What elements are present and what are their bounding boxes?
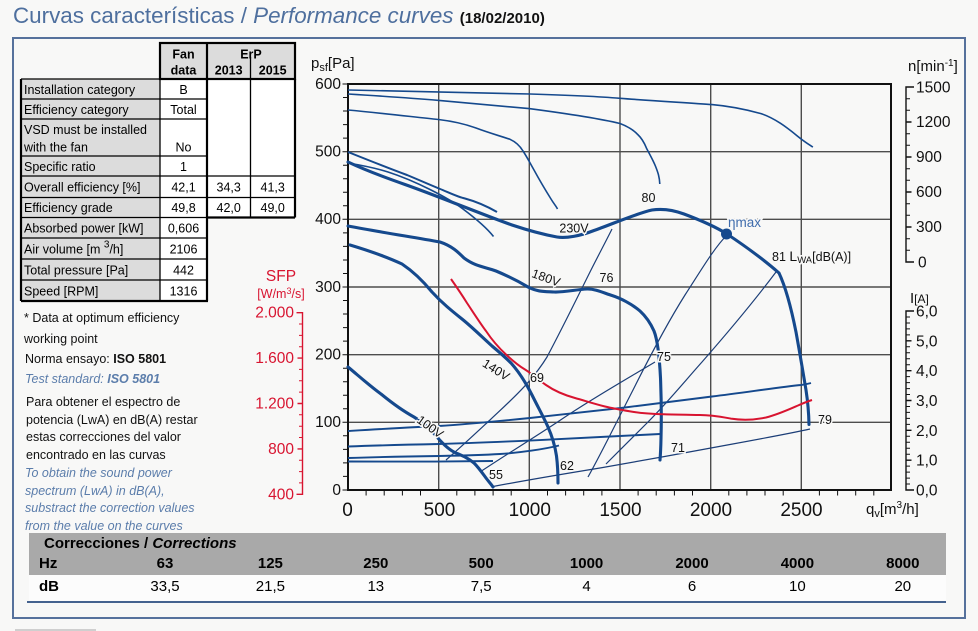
svg-text:2000: 2000 bbox=[690, 500, 732, 521]
svg-text:42,1: 42,1 bbox=[171, 181, 195, 195]
svg-text:2500: 2500 bbox=[780, 500, 822, 521]
svg-text:4,0: 4,0 bbox=[916, 363, 938, 380]
svg-text:1000: 1000 bbox=[509, 500, 551, 521]
svg-text:600: 600 bbox=[315, 76, 341, 93]
svg-text:200: 200 bbox=[315, 347, 341, 364]
svg-text:76: 76 bbox=[600, 271, 614, 285]
svg-text:442: 442 bbox=[173, 263, 194, 277]
svg-text:500: 500 bbox=[315, 144, 341, 161]
svg-text:0: 0 bbox=[918, 255, 927, 272]
svg-text:2,0: 2,0 bbox=[916, 423, 938, 440]
svg-text:600: 600 bbox=[916, 184, 942, 201]
svg-text:1316: 1316 bbox=[170, 284, 198, 298]
svg-text:300: 300 bbox=[916, 219, 942, 236]
svg-text:42,0: 42,0 bbox=[217, 201, 241, 215]
svg-text:psf[Pa]: psf[Pa] bbox=[311, 55, 355, 74]
svg-text:Absorbed power [kW]: Absorbed power [kW] bbox=[24, 222, 144, 236]
svg-text:1.600: 1.600 bbox=[255, 350, 294, 367]
svg-text:400: 400 bbox=[268, 486, 294, 503]
svg-text:n[min-1]: n[min-1] bbox=[908, 58, 958, 75]
svg-text:I[A]: I[A] bbox=[910, 290, 929, 307]
svg-text:VSD must be installed: VSD must be installed bbox=[24, 123, 147, 137]
svg-text:71: 71 bbox=[671, 441, 685, 455]
svg-text:Overall efficiency [%]: Overall efficiency [%] bbox=[24, 181, 140, 195]
svg-text:Efficiency grade: Efficiency grade bbox=[24, 201, 113, 215]
svg-text:3,0: 3,0 bbox=[916, 393, 938, 410]
svg-text:0: 0 bbox=[342, 500, 353, 521]
svg-text:SFP: SFP bbox=[266, 268, 296, 285]
svg-text:ErP: ErP bbox=[240, 48, 262, 62]
svg-text:2.000: 2.000 bbox=[255, 305, 294, 322]
svg-text:81 LWA[dB(A)]: 81 LWA[dB(A)] bbox=[772, 248, 851, 266]
svg-text:1500: 1500 bbox=[916, 80, 951, 97]
svg-text:49,8: 49,8 bbox=[171, 201, 195, 215]
svg-text:No: No bbox=[176, 141, 192, 155]
svg-text:Installation category: Installation category bbox=[24, 83, 136, 97]
svg-text:1.200: 1.200 bbox=[255, 396, 294, 413]
svg-text:34,3: 34,3 bbox=[217, 181, 241, 195]
svg-text:49,0: 49,0 bbox=[261, 201, 285, 215]
svg-text:Air volume [m 3/h]: Air volume [m 3/h] bbox=[24, 239, 123, 256]
svg-text:[W/m3/s]: [W/m3/s] bbox=[257, 286, 304, 301]
svg-text:Efficiency category: Efficiency category bbox=[24, 103, 129, 117]
svg-text:500: 500 bbox=[424, 500, 456, 521]
svg-text:1: 1 bbox=[180, 160, 187, 174]
svg-text:300: 300 bbox=[315, 279, 341, 296]
svg-text:Total: Total bbox=[170, 103, 196, 117]
svg-text:0: 0 bbox=[332, 482, 341, 499]
svg-text:41,3: 41,3 bbox=[261, 181, 285, 195]
svg-text:79: 79 bbox=[818, 413, 832, 427]
svg-text:2106: 2106 bbox=[170, 242, 198, 256]
svg-text:900: 900 bbox=[916, 149, 942, 166]
svg-text:69: 69 bbox=[530, 371, 544, 385]
svg-text:100: 100 bbox=[315, 414, 341, 431]
svg-text:2015: 2015 bbox=[259, 64, 287, 78]
svg-text:qv[m3/h]: qv[m3/h] bbox=[866, 500, 919, 520]
svg-text:230V: 230V bbox=[559, 222, 589, 236]
svg-text:with the fan: with the fan bbox=[23, 141, 88, 155]
svg-text:75: 75 bbox=[657, 350, 671, 364]
svg-text:80: 80 bbox=[642, 191, 656, 205]
svg-text:1,0: 1,0 bbox=[916, 453, 938, 470]
svg-text:55: 55 bbox=[489, 468, 503, 482]
svg-text:Speed [RPM]: Speed [RPM] bbox=[24, 284, 98, 298]
svg-text:Specific ratio: Specific ratio bbox=[24, 160, 96, 174]
svg-text:B: B bbox=[179, 83, 187, 97]
svg-text:400: 400 bbox=[315, 211, 341, 228]
svg-text:62: 62 bbox=[560, 459, 574, 473]
svg-text:800: 800 bbox=[268, 441, 294, 458]
svg-text:1200: 1200 bbox=[916, 114, 951, 131]
svg-text:1500: 1500 bbox=[599, 500, 641, 521]
svg-text:ηmax: ηmax bbox=[728, 215, 761, 230]
svg-text:180V: 180V bbox=[530, 266, 563, 289]
svg-text:0,606: 0,606 bbox=[168, 222, 199, 236]
svg-text:0,0: 0,0 bbox=[916, 483, 938, 500]
svg-text:5,0: 5,0 bbox=[916, 333, 938, 350]
svg-text:100V: 100V bbox=[414, 413, 446, 442]
svg-text:6,0: 6,0 bbox=[916, 304, 938, 321]
svg-text:2013: 2013 bbox=[215, 64, 243, 78]
svg-text:Fan: Fan bbox=[172, 48, 194, 62]
svg-text:Total pressure [Pa]: Total pressure [Pa] bbox=[24, 263, 128, 277]
svg-text:data: data bbox=[171, 64, 198, 78]
